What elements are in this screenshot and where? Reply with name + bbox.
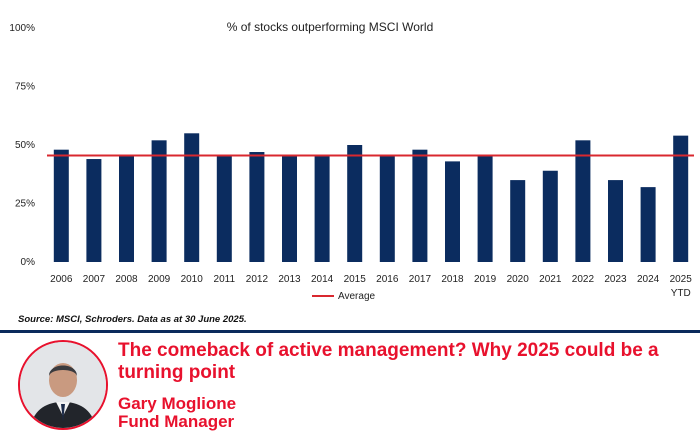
bar-2010 (184, 133, 200, 262)
y-tick-label: 75% (15, 82, 35, 93)
bar-2016 (379, 154, 395, 262)
x-tick-label-2014: 2014 (311, 274, 334, 285)
x-tick-label-2006: 2006 (50, 274, 73, 285)
x-tick-label-2021: 2021 (539, 274, 562, 285)
bar-2014 (314, 155, 330, 262)
x-tick-label-2018: 2018 (441, 274, 464, 285)
x-tick-sublabel-2025: YTD (671, 288, 691, 299)
x-tick-label-2007: 2007 (83, 274, 106, 285)
source-note: Source: MSCI, Schroders. Data as at 30 J… (18, 314, 247, 325)
x-tick-label-2025: 2025 (670, 274, 693, 285)
y-tick-label: 25% (15, 199, 35, 210)
x-tick-label-2020: 2020 (507, 274, 530, 285)
bar-2019 (477, 155, 493, 262)
bar-2023 (608, 180, 623, 262)
bar-2021 (542, 170, 558, 262)
bar-2007 (86, 159, 102, 262)
bar-2025 (673, 135, 689, 262)
bar-2008 (119, 155, 134, 262)
author-name: Gary Moglione (118, 394, 237, 413)
bar-2006 (53, 149, 69, 262)
x-axis-ticks: 2006 2007 2008 2009 2010 2011 2012 2013 2014 2015… (50, 274, 692, 299)
legend-label-average: Average (338, 291, 376, 302)
x-tick-label-2017: 2017 (409, 274, 432, 285)
x-tick-label-2022: 2022 (572, 274, 595, 285)
x-tick-label-2015: 2015 (344, 274, 367, 285)
y-axis-ticks: 0% 25% 50% 75% 100% (9, 23, 35, 268)
author-role: Fund Manager (118, 412, 235, 431)
bar-2020 (510, 180, 526, 262)
bar-2017 (412, 149, 428, 262)
bar-2011 (216, 155, 232, 262)
article-headline[interactable]: The comeback of active management? Why 2… (118, 340, 659, 383)
bar-2009 (151, 140, 167, 262)
x-tick-label-2008: 2008 (115, 274, 138, 285)
bar-2018 (445, 161, 460, 262)
author-photo-icon (20, 342, 106, 428)
bar-2013 (282, 154, 297, 262)
x-tick-label-2024: 2024 (637, 274, 660, 285)
x-tick-label-2019: 2019 (474, 274, 497, 285)
author-avatar (18, 340, 108, 430)
x-tick-label-2016: 2016 (376, 274, 399, 285)
legend: Average (312, 291, 376, 302)
y-tick-label: 100% (9, 23, 35, 34)
x-tick-label-2023: 2023 (604, 274, 627, 285)
bar-2022 (575, 140, 591, 262)
x-tick-label-2009: 2009 (148, 274, 171, 285)
x-tick-label-2013: 2013 (278, 274, 301, 285)
y-tick-label: 0% (21, 257, 36, 268)
bars (53, 133, 689, 262)
bar-chart: % of stocks outperforming MSCI World 0% 2… (9, 20, 694, 302)
x-tick-label-2012: 2012 (246, 274, 269, 285)
bar-2012 (249, 152, 265, 262)
bar-2024 (640, 187, 656, 262)
x-tick-label-2011: 2011 (214, 274, 236, 285)
x-tick-label-2010: 2010 (181, 274, 204, 285)
divider (0, 330, 700, 333)
bar-2015 (347, 145, 363, 262)
chart-title: % of stocks outperforming MSCI World (227, 20, 434, 34)
y-tick-label: 50% (15, 140, 35, 151)
